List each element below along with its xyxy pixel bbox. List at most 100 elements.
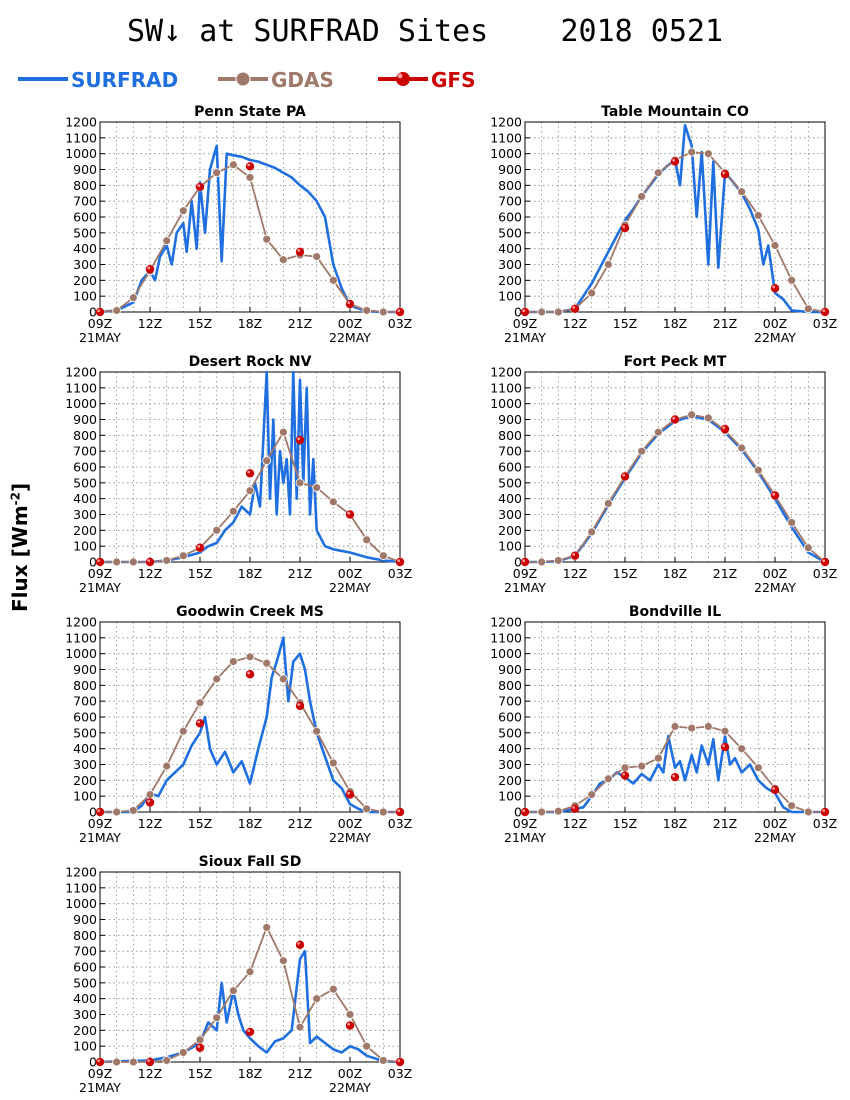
- data-point: [720, 742, 730, 752]
- x-tick-label: 12Z: [138, 316, 162, 331]
- y-tick-label: 1100: [65, 630, 97, 645]
- data-point: [295, 1022, 305, 1032]
- y-tick-label: 900: [498, 412, 522, 427]
- data-point-highlight: [622, 772, 626, 776]
- series-gdas: [520, 722, 830, 817]
- y-tick-label: 500: [498, 225, 522, 240]
- data-point-highlight: [772, 285, 776, 289]
- data-point-highlight: [522, 559, 526, 563]
- x-tick-label: 09Z: [513, 816, 537, 831]
- y-tick-label: 500: [73, 725, 97, 740]
- y-tick-label: 500: [498, 475, 522, 490]
- data-point-highlight: [147, 1059, 151, 1063]
- x-tick-label: 12Z: [563, 566, 587, 581]
- chart-title: Bondville IL: [629, 604, 721, 620]
- data-point: [195, 543, 205, 552]
- y-tick-label: 1100: [490, 630, 522, 645]
- data-point: [312, 726, 322, 736]
- data-point-highlight: [522, 309, 526, 313]
- legend-label: GDAS: [271, 68, 334, 92]
- data-point: [228, 160, 238, 170]
- data-point-highlight: [622, 473, 626, 477]
- y-tick-label: 1100: [490, 380, 522, 395]
- data-point: [537, 807, 547, 817]
- series-gdas: [95, 160, 405, 317]
- legend-marker: [235, 71, 251, 87]
- y-tick-label: 400: [73, 991, 97, 1006]
- data-point-highlight: [147, 266, 151, 270]
- data-point-highlight: [347, 1022, 351, 1026]
- data-point-highlight: [197, 720, 201, 724]
- data-point: [637, 446, 647, 456]
- chart-panel: Goodwin Creek MS 010020030040050060070080…: [65, 604, 412, 845]
- data-point: [128, 557, 138, 567]
- data-point: [112, 557, 122, 567]
- data-point-highlight: [197, 545, 201, 548]
- grid: [525, 122, 825, 312]
- chart-title: Sioux Fall SD: [199, 854, 302, 870]
- x-tick-label: 12Z: [138, 566, 162, 581]
- data-point: [245, 967, 255, 977]
- x-date-label: 22MAY: [329, 830, 371, 845]
- data-point: [787, 801, 797, 811]
- data-point: [653, 168, 663, 178]
- data-point: [212, 674, 222, 684]
- y-tick-label: 700: [73, 444, 97, 459]
- data-point: [345, 1021, 355, 1030]
- data-point: [820, 557, 830, 567]
- x-tick-label: 18Z: [238, 816, 262, 831]
- y-tick-label: 1000: [65, 646, 97, 661]
- data-point: [145, 265, 155, 274]
- x-tick-label: 00Z: [338, 566, 362, 581]
- data-point: [245, 652, 255, 662]
- data-point: [295, 940, 305, 950]
- x-date-label: 21MAY: [79, 330, 121, 345]
- data-point: [553, 556, 563, 565]
- data-point: [587, 527, 597, 537]
- data-point: [178, 1048, 188, 1057]
- y-tick-label: 200: [73, 273, 97, 288]
- data-point: [195, 698, 205, 708]
- y-tick-label: 100: [73, 1039, 97, 1054]
- data-point: [195, 1043, 205, 1052]
- data-point: [128, 1057, 138, 1067]
- legend-label: GFS: [431, 68, 475, 92]
- data-point: [603, 499, 613, 508]
- data-point: [278, 674, 288, 684]
- data-point-highlight: [772, 492, 776, 496]
- series-gfs: [95, 940, 405, 1067]
- data-point: [245, 1027, 255, 1037]
- data-point: [637, 761, 647, 771]
- data-point-highlight: [297, 942, 301, 945]
- x-tick-label: 21Z: [288, 316, 312, 331]
- data-point: [145, 1057, 155, 1067]
- data-point: [328, 275, 338, 285]
- x-tick-label: 18Z: [663, 316, 687, 331]
- data-point: [178, 206, 188, 216]
- data-point: [670, 415, 680, 424]
- legend-entry-gdas: GDAS: [218, 68, 334, 92]
- x-tick-label: 21Z: [288, 566, 312, 581]
- y-tick-label: 900: [73, 662, 97, 677]
- y-tick-label: 1000: [65, 896, 97, 911]
- y-tick-label: 300: [498, 257, 522, 272]
- y-tick-label: 900: [498, 162, 522, 177]
- y-tick-label: 700: [73, 694, 97, 709]
- data-point-highlight: [722, 744, 726, 748]
- data-point: [245, 670, 255, 679]
- x-tick-label: 21Z: [713, 566, 737, 581]
- data-point: [278, 427, 288, 437]
- chart-title: Table Mountain CO: [601, 104, 749, 120]
- data-point: [228, 657, 238, 666]
- data-point: [720, 170, 730, 179]
- grid: [100, 122, 400, 312]
- y-tick-label: 100: [73, 789, 97, 804]
- y-tick-label: 400: [73, 241, 97, 256]
- data-point: [162, 761, 172, 771]
- data-point: [537, 307, 547, 317]
- y-tick-label: 700: [73, 194, 97, 209]
- series-gfs: [95, 670, 405, 817]
- data-point: [720, 424, 730, 434]
- data-point: [687, 723, 697, 733]
- y-tick-label: 0: [89, 305, 97, 320]
